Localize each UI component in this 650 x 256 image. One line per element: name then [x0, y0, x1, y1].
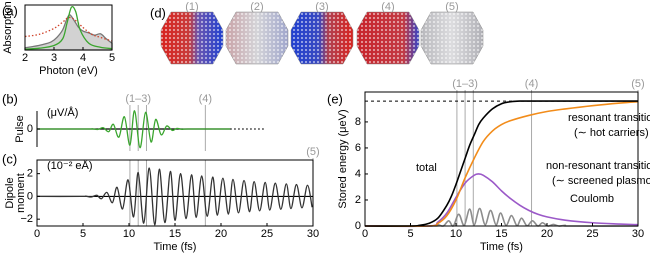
x-tick-label: 2	[22, 52, 28, 64]
marker-label: (5)	[631, 78, 644, 90]
y-tick-label: 2	[27, 168, 33, 180]
series-label: non-resonant transitions	[546, 160, 650, 172]
y-tick-label: 0	[27, 190, 33, 202]
marker-label: (1–3)	[125, 93, 151, 105]
marker-label: (4)	[199, 93, 212, 105]
image-label: (3)	[315, 1, 328, 13]
series-label: total	[416, 162, 437, 174]
x-axis-label: Photon (eV)	[39, 65, 98, 77]
y-tick-label: 0	[355, 220, 361, 232]
x-tick-label: 30	[632, 228, 644, 240]
series-line	[364, 100, 638, 227]
y-tick-label: −2	[20, 213, 33, 225]
panel-label: (e)	[327, 91, 343, 106]
image-label: (2)	[250, 1, 263, 13]
x-tick-label: 15	[169, 228, 181, 240]
marker-label: (1–3)	[452, 78, 478, 90]
series-note: (∼ hot carriers)	[574, 127, 649, 139]
nanoparticle-images	[160, 11, 484, 65]
panel-label: (c)	[2, 151, 17, 166]
x-tick-label: 20	[541, 228, 553, 240]
x-tick-label: 30	[307, 228, 319, 240]
x-tick-label: 25	[586, 228, 598, 240]
y-tick-label: 2	[355, 194, 361, 206]
plot-frame	[24, 4, 113, 51]
x-tick-label: 5	[80, 228, 86, 240]
x-tick-label: 5	[109, 52, 115, 64]
y-tick-label: 8	[355, 116, 361, 128]
nanoparticle-texture	[291, 12, 353, 64]
x-tick-label: 10	[123, 228, 135, 240]
image-label: (1)	[185, 1, 198, 13]
series-line	[364, 173, 639, 228]
series-line	[36, 167, 313, 226]
x-tick-label: 20	[215, 228, 227, 240]
x-tick-label: 0	[362, 228, 368, 240]
nanoparticle-texture	[421, 12, 483, 64]
x-axis-label: Time (fs)	[480, 241, 523, 253]
y-axis-label: Absorption	[2, 1, 14, 54]
nanoparticle-texture	[226, 12, 288, 64]
marker-label: (4)	[525, 78, 538, 90]
unit-label: (μV/Å)	[47, 106, 78, 119]
marker-label: (5)	[306, 146, 319, 158]
x-tick-label: 25	[261, 228, 273, 240]
y-axis-label: Stored energy (μeV)	[337, 109, 349, 208]
x-tick-label: 5	[407, 228, 413, 240]
panel-label: (a)	[2, 3, 18, 18]
y-axis-label: Pulse	[14, 115, 26, 143]
x-tick-label: 3	[51, 52, 57, 64]
nanoparticle-texture	[357, 12, 419, 64]
y-axis-label: moment	[15, 173, 27, 213]
series-label: resonant transitions	[568, 112, 650, 124]
series-line	[36, 110, 231, 149]
unit-label: (10⁻² eÅ)	[47, 159, 93, 172]
x-tick-label: 4	[80, 52, 86, 64]
x-tick-label: 15	[495, 228, 507, 240]
series-line	[364, 100, 639, 227]
series-note: (∼ screened plasmon)	[552, 175, 650, 187]
panel-label: (b)	[2, 91, 18, 106]
series-label: Coulomb	[570, 193, 614, 205]
y-tick-label: 0	[27, 123, 33, 135]
y-tick-label: 6	[355, 142, 361, 154]
nanoparticle-texture	[161, 12, 223, 64]
image-label: (5)	[445, 1, 458, 13]
x-axis-label: Time (fs)	[154, 241, 197, 253]
x-tick-label: 0	[34, 228, 40, 240]
series-line	[24, 6, 113, 50]
y-axis-label: Dipole	[4, 177, 16, 208]
x-tick-label: 10	[450, 228, 462, 240]
y-tick-label: 4	[355, 168, 361, 180]
image-label: (4)	[381, 1, 394, 13]
series-line	[24, 14, 113, 51]
panel-label: (d)	[150, 5, 166, 20]
